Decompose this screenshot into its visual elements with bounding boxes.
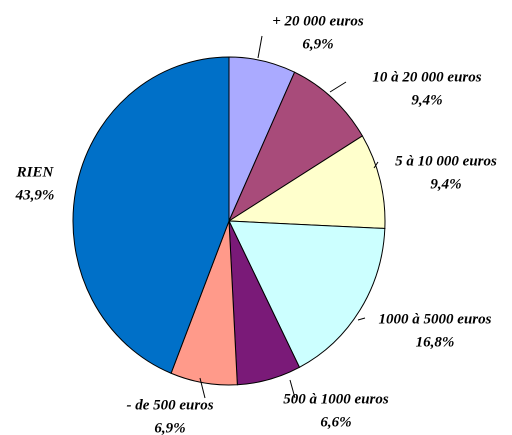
pie-slice xyxy=(228,220,386,369)
pie-slice xyxy=(227,135,386,229)
slice-label: 5 à 10 000 euros xyxy=(395,153,497,169)
slice-value-label: 16,8% xyxy=(416,334,455,350)
slice-label: + 20 000 euros xyxy=(272,13,364,29)
slice-value-label: 6,6% xyxy=(320,414,351,430)
leader-line xyxy=(329,81,347,93)
slice-value-label: 6,9% xyxy=(154,420,185,435)
leader-line xyxy=(357,317,366,321)
slice-label: 10 à 20 000 euros xyxy=(372,69,481,85)
leader-line xyxy=(257,35,263,59)
pie-slice xyxy=(72,56,230,374)
slice-value-label: 6,9% xyxy=(302,36,333,52)
leader-line xyxy=(373,161,379,169)
pie-slice xyxy=(227,71,364,223)
slice-value-label: 9,4% xyxy=(411,92,442,108)
slice-label: - de 500 euros xyxy=(126,397,213,413)
leader-line xyxy=(289,379,296,399)
slice-label: 500 à 1000 euros xyxy=(283,391,389,407)
slice-label: 1000 à 5000 euros xyxy=(379,311,492,327)
leader-line xyxy=(199,377,206,399)
slice-value-label: 43,9% xyxy=(15,187,55,203)
slice-label: RIEN xyxy=(16,164,55,180)
slice-value-label: 9,4% xyxy=(430,176,461,192)
